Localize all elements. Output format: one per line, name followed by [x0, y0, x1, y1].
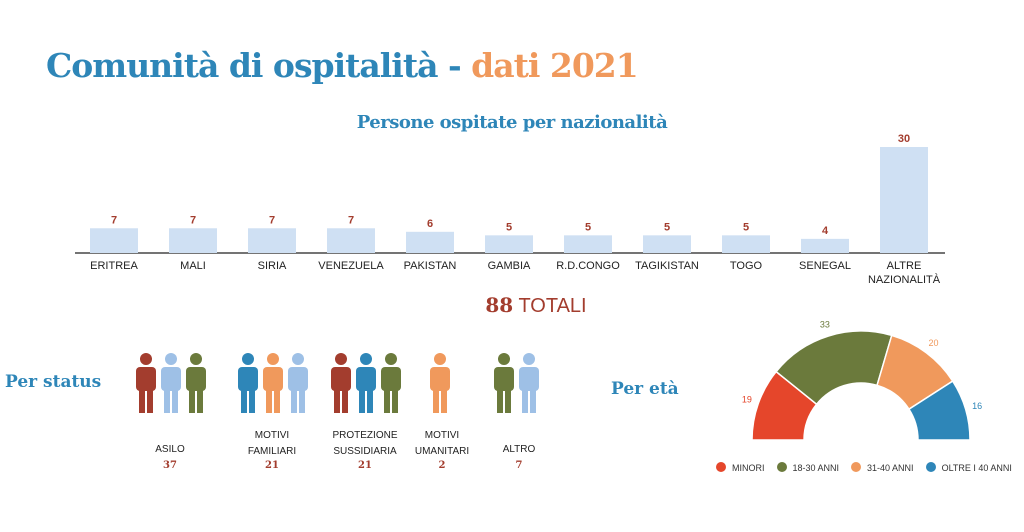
bar: [564, 235, 612, 253]
legend-label: 18-30 ANNI: [792, 463, 840, 473]
legend-label: MINORI: [732, 463, 765, 473]
bar: [248, 228, 296, 253]
person-icon: [161, 353, 181, 413]
bar: [169, 228, 217, 253]
bar-value-label: 7: [269, 214, 275, 226]
status-value: 7: [515, 460, 523, 471]
bar-value-label: 5: [506, 221, 512, 233]
bar-category-label: MALI: [180, 260, 206, 272]
bar-value-label: 4: [822, 225, 829, 237]
nationality-bar-chart: 7 ERITREA 7 MALI 7 SIRIA 7 VENEZUELA 6 PAKISTAN 5 G…: [75, 133, 945, 286]
status-value: 37: [163, 460, 177, 471]
bar-category-label: TAGIKISTAN: [635, 260, 699, 272]
bar: [801, 238, 849, 253]
age-slice-label: 16: [972, 401, 982, 411]
page-title: Comunità di ospitalità - dati 2021: [46, 46, 639, 85]
legend-label: OLTRE I 40 ANNI: [941, 463, 1012, 473]
totals-value: 88: [485, 293, 514, 317]
bar: [485, 235, 533, 253]
person-icon: [186, 353, 206, 413]
legend-item: 31-40 ANNI: [851, 462, 914, 473]
title-main: Comunità di ospitalità -: [46, 46, 462, 85]
status-section-label: Per status: [5, 372, 102, 392]
legend-swatch: [716, 462, 726, 472]
people-icons: [469, 352, 569, 416]
bar-value-label: 5: [585, 221, 591, 233]
title-highlight: dati 2021: [471, 46, 639, 85]
legend-swatch: [776, 462, 787, 472]
age-slice: [907, 380, 971, 441]
bar-category-label: PAKISTAN: [404, 260, 457, 272]
legend-item: MINORI: [716, 462, 765, 473]
age-legend: MINORI 18-30 ANNI 31-40 ANNI OLTRE I 40 ANN…: [716, 462, 1024, 473]
legend-swatch: [851, 462, 862, 472]
status-label: MOTIVI FAMILIARI: [247, 430, 297, 457]
person-icon: [136, 353, 156, 413]
bar-value-label: 5: [743, 221, 749, 233]
bar-value-label: 30: [898, 133, 910, 145]
legend-item: 18-30 ANNI: [776, 462, 840, 473]
legend-label: 31-40 ANNI: [867, 463, 914, 473]
totals: 88 TOTALI: [0, 293, 1024, 318]
bar-category-label: ERITREA: [90, 260, 138, 272]
age-semicircle-chart: 19 33 20 16: [742, 320, 982, 441]
age-slice-label: 19: [742, 395, 752, 405]
bar-value-label: 7: [348, 214, 354, 226]
bar-category-label: SIRIA: [258, 260, 287, 272]
status-value: 2: [438, 460, 446, 471]
person-icon: [331, 353, 351, 413]
person-icon: [288, 353, 308, 413]
status-label: MOTIVI UMANITARI: [414, 430, 470, 457]
age-slice-label: 20: [929, 338, 939, 348]
person-icon: [238, 353, 258, 413]
person-icon: [519, 353, 539, 413]
status-label: ALTRO: [502, 444, 536, 455]
bar-category-label: NAZIONALITÀ: [868, 273, 941, 286]
bar: [406, 231, 454, 253]
bar-category-label: R.D.CONGO: [556, 260, 620, 272]
status-label: ASILO: [155, 444, 185, 455]
person-icon: [263, 353, 283, 413]
bar-value-label: 6: [427, 218, 433, 230]
status-value: 21: [358, 460, 372, 471]
age-slice-label: 33: [820, 320, 830, 330]
bar-category-label: ALTRE: [887, 260, 922, 272]
people-icons: [315, 352, 415, 416]
people-icons: [392, 352, 492, 416]
totals-label: TOTALI: [518, 295, 587, 317]
person-icon: [494, 353, 514, 413]
legend-swatch: [925, 462, 936, 472]
person-icon: [381, 353, 401, 413]
people-icons: [120, 352, 220, 416]
people-icons: [222, 352, 322, 416]
bar: [643, 235, 691, 253]
status-label: PROTEZIONE SUSSIDIARIA: [332, 430, 398, 457]
status-value: 21: [265, 460, 279, 471]
bar-category-label: SENEGAL: [799, 260, 851, 272]
bar: [880, 147, 928, 253]
bar: [327, 228, 375, 253]
bar-category-label: VENEZUELA: [318, 260, 384, 272]
bar-value-label: 5: [664, 221, 670, 233]
bar-category-label: TOGO: [730, 260, 763, 272]
age-section-label: Per età: [611, 379, 679, 399]
bar-chart-title: Persone ospitate per nazionalità: [356, 112, 668, 133]
legend-item: OLTRE I 40 ANNI: [925, 462, 1012, 473]
bar: [90, 228, 138, 253]
bar-value-label: 7: [190, 214, 196, 226]
bar: [722, 235, 770, 253]
bar-value-label: 7: [111, 214, 117, 226]
person-icon: [430, 353, 450, 413]
person-icon: [356, 353, 376, 413]
bar-category-label: GAMBIA: [488, 260, 531, 272]
